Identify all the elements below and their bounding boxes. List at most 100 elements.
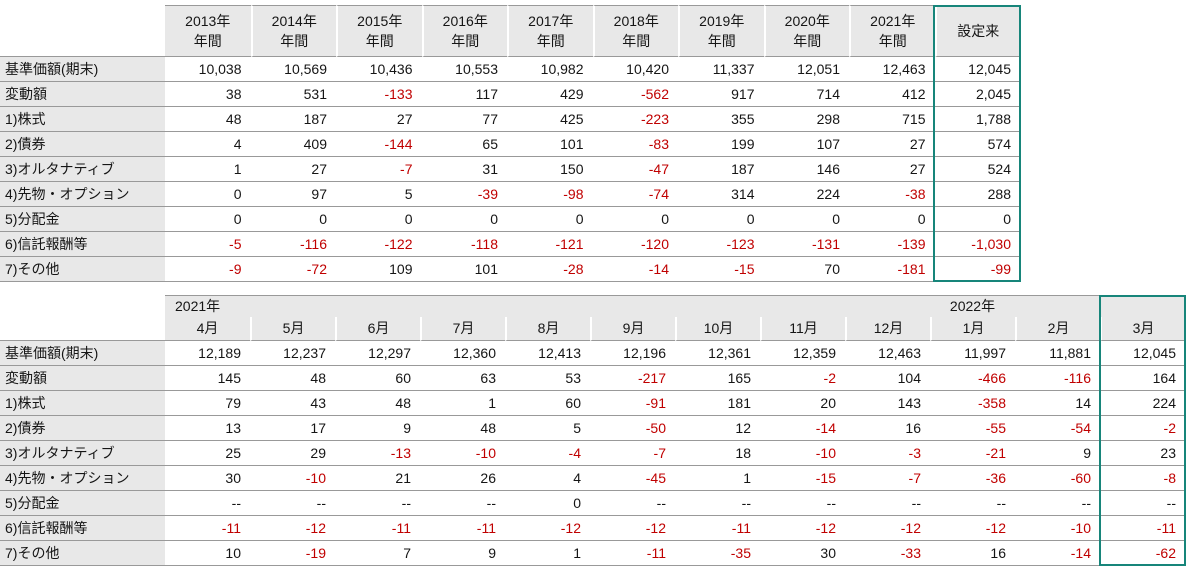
value-cell: 4 [505, 466, 590, 491]
value-cell: -- [675, 491, 760, 516]
monthly-attribution-table: 2021年 2022年 4月 5月 6月 7月 8月 9月 10月 11月 12月 1月 2月 3月 基準価… [0, 295, 1185, 566]
value-cell: 574 [934, 132, 1020, 157]
value-cell: 1 [420, 391, 505, 416]
value-cell: 60 [505, 391, 590, 416]
value-cell: -74 [592, 182, 678, 207]
value-cell: 12,045 [1100, 341, 1185, 366]
value-cell: 63 [420, 366, 505, 391]
value-cell: 17 [250, 416, 335, 441]
value-cell: -- [1100, 491, 1185, 516]
value-cell: -11 [590, 541, 675, 566]
value-cell: 1 [675, 466, 760, 491]
value-cell: 314 [678, 182, 764, 207]
value-cell: 97 [250, 182, 336, 207]
value-cell: -133 [336, 82, 422, 107]
value-cell: 53 [505, 366, 590, 391]
value-cell: 145 [165, 366, 250, 391]
value-cell: 7 [335, 541, 420, 566]
value-cell: -55 [930, 416, 1015, 441]
annual-column-header: 2018年 年間 [592, 5, 678, 57]
value-cell: 16 [930, 541, 1015, 566]
value-cell: 1,788 [934, 107, 1020, 132]
value-cell: 164 [1100, 366, 1185, 391]
value-cell: 20 [760, 391, 845, 416]
value-cell: -123 [678, 232, 764, 257]
value-cell: -47 [592, 157, 678, 182]
value-cell: -15 [678, 257, 764, 282]
value-cell: -118 [421, 232, 507, 257]
value-cell: -131 [763, 232, 849, 257]
value-cell: 60 [335, 366, 420, 391]
value-cell: 524 [934, 157, 1020, 182]
month-column-header: 5月 [250, 317, 335, 341]
table-row: 2)債券 4 409 -144 65 101 -83 199 107 27 574 [0, 132, 1020, 157]
row-label: 1)株式 [0, 107, 165, 132]
table-row: 変動額 145 48 60 63 53 -217 165 -2 104 -466 -116 164 [0, 366, 1185, 391]
value-cell: 0 [592, 207, 678, 232]
value-cell: -120 [592, 232, 678, 257]
value-cell: -11 [335, 516, 420, 541]
year-header-row: 2021年 2022年 [0, 295, 1185, 317]
value-cell: 27 [849, 157, 935, 182]
value-cell: 425 [507, 107, 593, 132]
value-cell: 12,045 [934, 57, 1020, 82]
value-cell: -15 [760, 466, 845, 491]
value-cell: 409 [250, 132, 336, 157]
value-cell: -12 [760, 516, 845, 541]
annual-column-header: 2013年 年間 [165, 5, 251, 57]
month-column-header: 1月 [930, 317, 1015, 341]
value-cell: 10,569 [250, 57, 336, 82]
table-row: 6)信託報酬等 -5 -116 -122 -118 -121 -120 -123 -131 -13… [0, 232, 1020, 257]
month-header-row: 4月 5月 6月 7月 8月 9月 10月 11月 12月 1月 2月 3月 [0, 317, 1185, 341]
value-cell: -28 [507, 257, 593, 282]
value-cell: -1,030 [934, 232, 1020, 257]
table-row: 変動額 38 531 -133 117 429 -562 917 714 412 2,045 [0, 82, 1020, 107]
value-cell: -99 [934, 257, 1020, 282]
value-cell: -10 [1015, 516, 1100, 541]
value-cell: 150 [507, 157, 593, 182]
value-cell: 224 [1100, 391, 1185, 416]
value-cell: -- [590, 491, 675, 516]
table-row: 6)信託報酬等 -11 -12 -11 -11 -12 -12 -11 -12 -12 -12 -10… [0, 516, 1185, 541]
value-cell: -10 [760, 441, 845, 466]
value-cell: 27 [250, 157, 336, 182]
table-row: 1)株式 79 43 48 1 60 -91 181 20 143 -358 14 224 [0, 391, 1185, 416]
value-cell: 12,359 [760, 341, 845, 366]
value-cell: -36 [930, 466, 1015, 491]
annual-column-header: 2017年 年間 [507, 5, 593, 57]
annual-column-header: 2016年 年間 [421, 5, 507, 57]
value-cell: -98 [507, 182, 593, 207]
table-row: 4)先物・オプション 30 -10 21 26 4 -45 1 -15 -7 -36 -60 -8 [0, 466, 1185, 491]
value-cell: 187 [250, 107, 336, 132]
value-cell: 27 [336, 107, 422, 132]
row-label: 変動額 [0, 82, 165, 107]
value-cell: 77 [421, 107, 507, 132]
row-label: 5)分配金 [0, 207, 165, 232]
value-cell: -10 [420, 441, 505, 466]
table-row: 基準価額(期末) 12,189 12,237 12,297 12,360 12,413 12… [0, 341, 1185, 366]
month-column-header: 6月 [335, 317, 420, 341]
value-cell: 1 [505, 541, 590, 566]
annual-column-header: 2015年 年間 [336, 5, 422, 57]
value-cell: 4 [165, 132, 251, 157]
value-cell: -11 [165, 516, 250, 541]
value-cell: 11,337 [678, 57, 764, 82]
value-cell: -35 [675, 541, 760, 566]
value-cell: -- [165, 491, 250, 516]
annual-column-header: 2014年 年間 [250, 5, 336, 57]
value-cell: 48 [250, 366, 335, 391]
value-cell: 109 [336, 257, 422, 282]
value-cell: 12,196 [590, 341, 675, 366]
month-column-header: 10月 [675, 317, 760, 341]
value-cell: 29 [250, 441, 335, 466]
table-row: 2)債券 13 17 9 48 5 -50 12 -14 16 -55 -54 -2 [0, 416, 1185, 441]
value-cell: 43 [250, 391, 335, 416]
row-label: 7)その他 [0, 541, 165, 566]
value-cell: 0 [165, 207, 251, 232]
year-label-left: 2021年 [165, 295, 930, 317]
value-cell: 0 [763, 207, 849, 232]
month-column-header: 11月 [760, 317, 845, 341]
value-cell: -2 [760, 366, 845, 391]
row-label: 1)株式 [0, 391, 165, 416]
corner-cell [0, 317, 165, 341]
